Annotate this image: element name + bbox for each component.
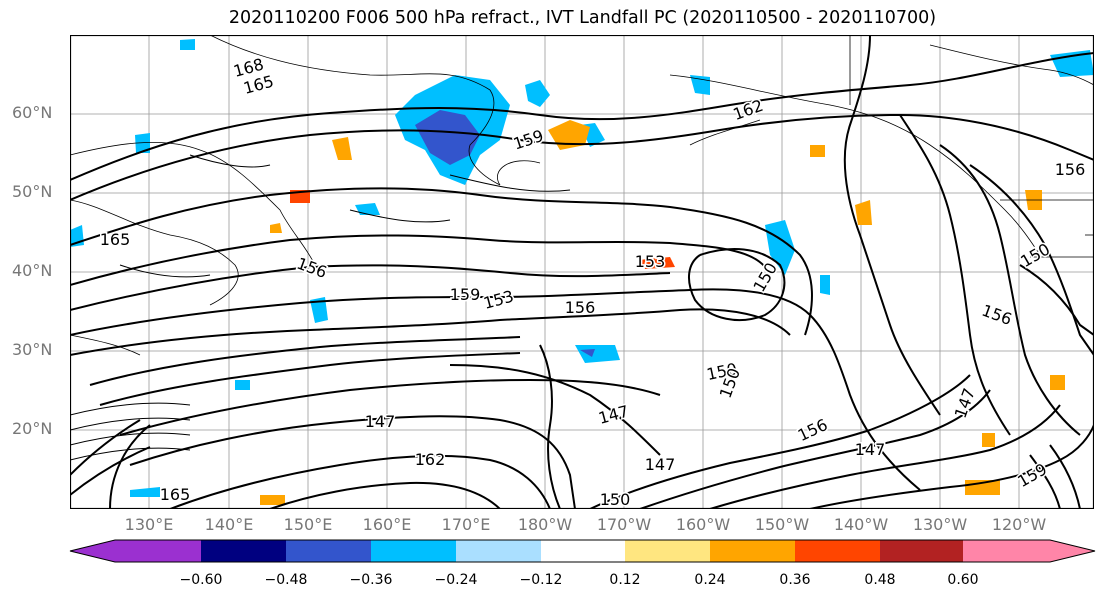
colorbar-tick: −0.48 [264,572,308,588]
map-plot: 1681651591621561501531471651561531591561… [70,35,1094,509]
contour-label: 147 [365,412,396,431]
contour-labels: 1681651591621561501531471651561531591561… [98,53,1087,509]
colorbar [69,539,1096,563]
map-frame [70,35,1094,509]
contour-label: 165 [100,230,131,249]
lat-label: 20°N [12,419,53,438]
colorbar-segment [201,540,286,562]
contour-label: 147 [645,455,676,474]
colorbar-segment [541,540,625,562]
colorbar-segment [70,540,201,562]
colorbar-tick: −0.24 [434,572,478,588]
colorbar-segment [963,540,1095,562]
colorbar-tick: 0.12 [609,572,641,588]
colorbar-tick: −0.60 [179,572,223,588]
colorbar-tick: 0.48 [864,572,896,588]
contour-label: 165 [160,485,191,504]
thin-contours [70,154,571,461]
colorbar-tick: 0.60 [947,572,979,588]
colorbar-segment [710,540,795,562]
colorbar-segment [371,540,456,562]
colorbar-segment [880,540,963,562]
contour-label: 159 [450,285,481,304]
lon-label: 150°W [754,515,810,534]
lon-label: 160°E [362,515,412,534]
lat-label: 60°N [12,103,53,122]
colorbar-segment [625,540,710,562]
colorbar-outline [69,539,1096,563]
lon-label: 170°W [596,515,652,534]
lat-label: 40°N [12,261,53,280]
height-contours [70,35,1094,509]
map-title: 2020110200 F006 500 hPa refract., IVT La… [228,8,937,28]
colorbar-tick: 0.36 [779,572,811,588]
lon-label: 130°E [124,515,174,534]
contour-label: 162 [415,450,446,469]
lon-label: 120°W [991,515,1047,534]
contour-label: 147 [855,440,886,459]
lat-label: 50°N [12,182,53,201]
colorbar-segment [456,540,541,562]
lon-label: 160°W [675,515,731,534]
lon-label: 140°E [204,515,254,534]
colorbar-tick: −0.12 [519,572,563,588]
colorbar-segment [795,540,880,562]
lon-label: 130°W [912,515,968,534]
lon-label: 170°E [441,515,491,534]
lon-label: 140°W [833,515,889,534]
colorbar-tick: 0.24 [694,572,726,588]
colorbar-segment [286,540,371,562]
contour-label: 156 [565,298,596,317]
contour-label: 156 [1055,160,1086,179]
ivt-negative-patches [70,39,1094,497]
lon-label: 180°W [517,515,573,534]
contour-label: 150 [600,490,631,509]
lat-label: 30°N [12,340,53,359]
lon-label: 150°E [283,515,333,534]
contour-label: 153 [635,252,666,271]
colorbar-tick: −0.36 [349,572,393,588]
